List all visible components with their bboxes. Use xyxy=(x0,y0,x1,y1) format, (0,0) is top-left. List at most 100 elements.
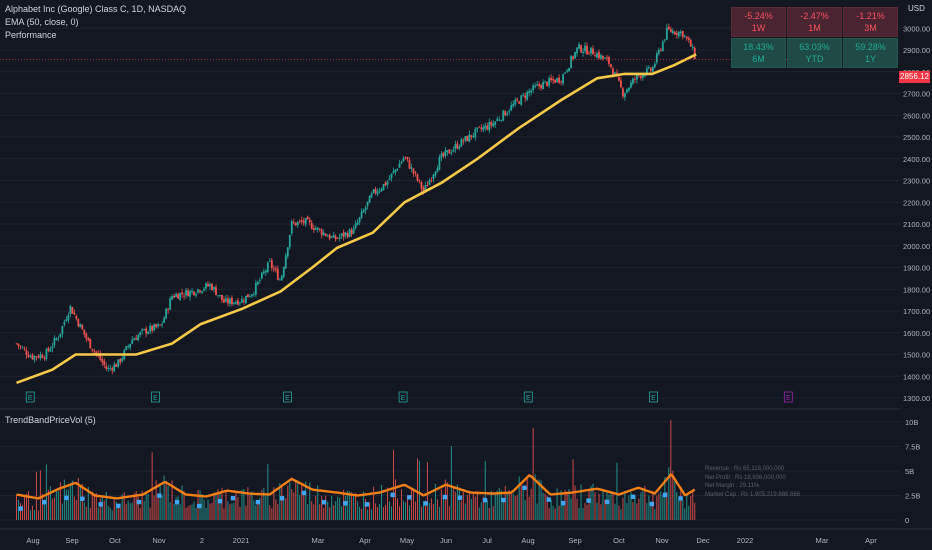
candle-body xyxy=(504,111,507,116)
candle-body xyxy=(464,136,467,141)
trend-dot xyxy=(98,502,103,507)
candle-body xyxy=(620,80,622,88)
candle-body xyxy=(681,30,684,37)
trend-dot xyxy=(196,503,202,509)
volume-bar xyxy=(341,506,343,520)
earnings-marker[interactable]: E xyxy=(25,391,35,403)
candle-body xyxy=(241,299,243,303)
candle-body xyxy=(155,324,158,328)
volume-bar xyxy=(434,484,436,520)
volume-bar xyxy=(562,503,564,520)
candle-body xyxy=(189,290,191,297)
candle-body xyxy=(342,232,345,237)
candle-body xyxy=(87,338,90,341)
volume-bar xyxy=(375,503,377,520)
candle-body xyxy=(336,237,339,239)
candle-body xyxy=(374,188,377,194)
earnings-marker[interactable]: E xyxy=(649,391,658,403)
candle-body xyxy=(43,358,46,360)
volume-bar xyxy=(387,487,389,520)
time-tick-label: Apr xyxy=(359,536,371,545)
volume-bar xyxy=(634,496,636,520)
volume-bar xyxy=(512,493,514,520)
candle-body xyxy=(410,167,413,169)
volume-bar xyxy=(662,495,664,520)
volume-bar xyxy=(73,496,75,520)
earnings-marker[interactable]: E xyxy=(151,391,160,403)
candle-body xyxy=(350,229,353,235)
earnings-marker-box xyxy=(523,391,533,403)
volume-bar xyxy=(594,492,596,520)
candle-body xyxy=(462,140,465,142)
candle-body xyxy=(51,346,54,349)
earnings-marker[interactable]: E xyxy=(523,391,533,403)
earnings-marker-box xyxy=(283,391,292,403)
volume-bar xyxy=(19,503,21,520)
volume-bar xyxy=(233,502,235,520)
candle-body xyxy=(412,168,415,174)
volume-bar xyxy=(612,494,614,520)
candle-body xyxy=(159,324,162,326)
volume-bar xyxy=(528,496,530,520)
perf-value: -2.47% xyxy=(800,11,829,21)
volume-bar xyxy=(373,486,375,520)
trend-dot xyxy=(501,497,506,503)
volume-bar xyxy=(53,497,55,520)
candle-body xyxy=(647,67,650,69)
volume-bar xyxy=(482,496,484,520)
earnings-marker[interactable]: E xyxy=(783,391,793,403)
candle-body xyxy=(372,189,375,193)
candle-body xyxy=(384,182,387,186)
volume-bar xyxy=(586,504,588,520)
candle-body xyxy=(568,68,570,72)
candle-body xyxy=(476,127,479,130)
performance-legend[interactable]: Performance xyxy=(5,30,57,40)
financial-market-cap: Market Cap : Rs 1,905,219,888,666 xyxy=(705,491,801,498)
volume-bar xyxy=(397,498,399,520)
volume-bar xyxy=(546,495,548,520)
earnings-marker[interactable]: E xyxy=(283,391,292,403)
volume-bar xyxy=(109,507,111,520)
volume-bar xyxy=(23,496,25,520)
volume-bar xyxy=(107,506,109,520)
earnings-marker[interactable]: E xyxy=(398,391,408,403)
price-axis[interactable]: 1300.00 1400.00 1500.00 1600.00 1700.00 1800.… xyxy=(900,0,932,550)
perf-period: 1W xyxy=(751,23,766,33)
perf-period: YTD xyxy=(805,54,824,64)
volume-axis[interactable]: 0 2.5B 5B 7.5B 10B xyxy=(905,418,920,525)
volume-bar xyxy=(33,509,35,520)
candle-body xyxy=(659,50,662,51)
volume-bar xyxy=(408,505,410,520)
trend-dot xyxy=(390,492,395,498)
trend-dot xyxy=(116,503,121,509)
volume-bar xyxy=(452,486,454,520)
volume-indicator-title[interactable]: TrendBandPriceVol (5) xyxy=(5,415,96,425)
volume-bar xyxy=(692,491,694,520)
volume-bar xyxy=(402,500,404,520)
candle-body xyxy=(81,325,84,330)
volume-bar xyxy=(55,489,57,520)
volume-bar xyxy=(496,490,498,520)
time-axis[interactable]: Aug Sep Oct Nov 2 2021 Mar Apr May Jun Jul Aug Sep Oc… xyxy=(0,528,932,545)
volume-bar xyxy=(578,507,580,520)
volume-bar xyxy=(385,504,387,520)
volume-bar xyxy=(626,502,628,520)
volume-bar xyxy=(618,505,620,520)
trend-dot xyxy=(217,498,223,504)
last-price-tag: 2856.12 xyxy=(899,71,930,83)
candle-body xyxy=(153,324,156,331)
candle-body xyxy=(442,152,445,156)
ema-legend[interactable]: EMA (50, close, 0) xyxy=(5,17,79,27)
candle-body xyxy=(296,221,299,225)
time-tick-label: Jun xyxy=(440,536,452,545)
volume-bar xyxy=(85,506,87,520)
volume-tick-label: 0 xyxy=(905,516,909,525)
volume-bar xyxy=(426,462,428,520)
price-tick-label: 2200.00 xyxy=(903,198,930,207)
volume-bar xyxy=(263,487,265,520)
volume-bar xyxy=(670,420,672,520)
candle-body xyxy=(245,295,247,304)
candle-body xyxy=(358,217,361,223)
